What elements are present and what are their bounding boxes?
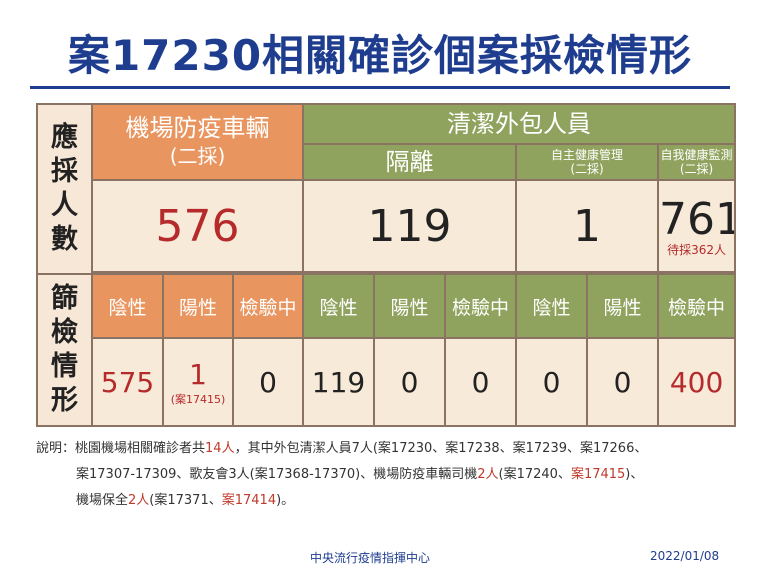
- header-self-management-title: 自主健康管理: [551, 148, 624, 162]
- desc-line2c: )、: [625, 467, 644, 482]
- desc-count-security: 2人: [128, 493, 150, 508]
- side-label-screening: 篩 檢 情 形: [36, 273, 93, 427]
- desc-count-drivers: 2人: [477, 467, 499, 482]
- pending-note: 待採362人: [667, 243, 726, 257]
- side-label-text: 應 採 人 數: [51, 122, 78, 255]
- self-monitor-testing-value: 400: [657, 337, 737, 427]
- desc-line3c: )。: [276, 493, 295, 508]
- desc-case-17414: 案17414: [221, 493, 277, 508]
- self-monitor-positive-value: 0: [586, 337, 660, 427]
- desc-label: 說明：: [36, 441, 76, 456]
- count-airport: 576: [90, 179, 305, 273]
- airport-positive-header: 陽性: [162, 273, 234, 339]
- desc-count-total: 14人: [205, 441, 235, 456]
- desc-line3a: 機場保全: [76, 493, 129, 508]
- self-monitor-testing-header: 檢驗中: [657, 273, 737, 339]
- header-self-management: 自主健康管理 (二採): [515, 143, 660, 181]
- page-title: 案17230相關確診個案採檢情形: [67, 31, 693, 80]
- desc-line3b: (案17371、: [149, 493, 222, 508]
- isolation-negative-header: 陰性: [302, 273, 376, 339]
- airport-positive-cell: 1 (案17415): [162, 337, 234, 427]
- desc-case-17415: 案17415: [570, 467, 626, 482]
- desc-line2b: (案17240、: [498, 467, 571, 482]
- isolation-positive-header: 陽性: [373, 273, 447, 339]
- header-self-monitoring-title: 自我健康監測: [660, 148, 733, 162]
- airport-testing-header: 檢驗中: [231, 273, 305, 339]
- desc-seg1: 桃園機場相關確診者共: [75, 441, 206, 456]
- header-airport-vehicles: 機場防疫車輛 (二採): [90, 103, 305, 181]
- header-airport-title: 機場防疫車輛: [125, 114, 270, 142]
- airport-negative-header: 陰性: [91, 273, 164, 339]
- airport-positive-note: (案17415): [170, 392, 226, 406]
- count-self-monitoring-cell: 761 待採362人: [657, 179, 737, 273]
- count-self-management: 1: [515, 179, 660, 273]
- side-label-screening-text: 篩 檢 情 形: [51, 283, 78, 416]
- header-self-monitoring-sub: (二採): [679, 162, 714, 176]
- sampling-table: 應 採 人 數 機場防疫車輛 (二採) 清潔外包人員 隔離 自主健康管理 (二採…: [36, 103, 737, 427]
- count-self-monitoring: 761: [659, 194, 736, 245]
- header-isolation: 隔離: [302, 143, 518, 181]
- desc-line2a: 案17307-17309、歌友會3人(案17368-17370)、機場防疫車輛司…: [76, 467, 478, 482]
- airport-testing-value: 0: [231, 337, 305, 427]
- side-label-sample-count: 應 採 人 數: [36, 103, 93, 275]
- airport-positive-value: 1: [189, 357, 207, 391]
- description-note: 說明：桃園機場相關確診者共14人，其中外包清潔人員7人(案17230、案1723…: [36, 436, 736, 514]
- isolation-testing-value: 0: [444, 337, 518, 427]
- self-monitor-positive-header: 陽性: [586, 273, 660, 339]
- header-cleaning-staff: 清潔外包人員: [302, 103, 737, 145]
- header-self-monitoring: 自我健康監測 (二採): [657, 143, 737, 181]
- airport-negative-value: 575: [91, 337, 164, 427]
- footer-org: 中央流行疫情指揮中心: [310, 551, 431, 565]
- header-self-management-sub: (二採): [570, 162, 604, 176]
- isolation-negative-value: 119: [302, 337, 376, 427]
- title-underline: [30, 86, 730, 89]
- desc-seg2: ，其中外包清潔人員7人(案17230、案17238、案17239、案17266、: [234, 441, 648, 456]
- header-airport-sub: (二採): [169, 144, 226, 168]
- count-isolation: 119: [302, 179, 518, 273]
- footer-date: 2022/01/08: [650, 549, 720, 563]
- self-mgmt-negative-header: 陰性: [515, 273, 589, 339]
- self-mgmt-negative-value: 0: [515, 337, 589, 427]
- desc-line2: 案17307-17309、歌友會3人(案17368-17370)、機場防疫車輛司…: [36, 462, 736, 488]
- desc-line3: 機場保全2人(案17371、案17414)。: [36, 488, 736, 514]
- isolation-positive-value: 0: [373, 337, 447, 427]
- isolation-testing-header: 檢驗中: [444, 273, 518, 339]
